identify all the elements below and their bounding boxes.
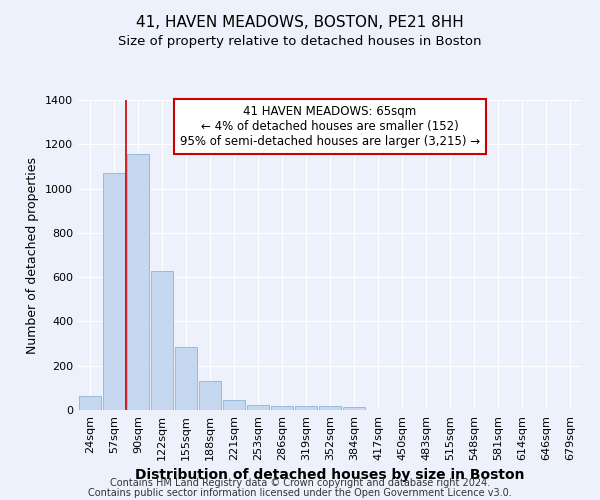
Text: Contains HM Land Registry data © Crown copyright and database right 2024.: Contains HM Land Registry data © Crown c… [110, 478, 490, 488]
Y-axis label: Number of detached properties: Number of detached properties [26, 156, 40, 354]
Text: Size of property relative to detached houses in Boston: Size of property relative to detached ho… [118, 35, 482, 48]
Text: 41, HAVEN MEADOWS, BOSTON, PE21 8HH: 41, HAVEN MEADOWS, BOSTON, PE21 8HH [136, 15, 464, 30]
Text: 41 HAVEN MEADOWS: 65sqm
← 4% of detached houses are smaller (152)
95% of semi-de: 41 HAVEN MEADOWS: 65sqm ← 4% of detached… [180, 104, 480, 148]
Bar [175, 347, 197, 410]
Bar [199, 381, 221, 410]
Bar [343, 408, 365, 410]
Bar [79, 396, 101, 410]
Bar [151, 270, 173, 410]
Bar [127, 154, 149, 410]
Bar [103, 173, 125, 410]
Bar [295, 406, 317, 410]
X-axis label: Distribution of detached houses by size in Boston: Distribution of detached houses by size … [135, 468, 525, 482]
Bar [271, 406, 293, 410]
Bar [319, 406, 341, 410]
Text: Contains public sector information licensed under the Open Government Licence v3: Contains public sector information licen… [88, 488, 512, 498]
Bar [223, 400, 245, 410]
Bar [247, 405, 269, 410]
